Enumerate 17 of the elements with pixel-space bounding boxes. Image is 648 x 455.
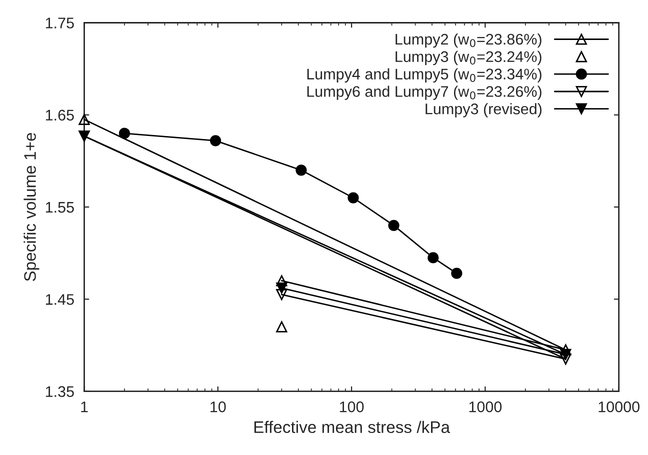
legend-label: Lumpy3 (w$_{0}$=23.24%) xyxy=(396,50,542,66)
legend-label: Lumpy3 (revised) xyxy=(426,103,542,118)
y-tick-label: 1.55 xyxy=(46,202,74,213)
x-tick-label: 10 xyxy=(210,401,226,412)
x-tick-label: 10000 xyxy=(598,401,640,412)
y-tick-label: 1.35 xyxy=(46,386,74,397)
y-tick-label: 1.65 xyxy=(46,110,74,121)
legend-label: Lumpy6 and Lumpy7 (w$_{0}$=23.26%) xyxy=(307,86,542,100)
y-tick-label: 1.45 xyxy=(46,294,74,305)
y-axis-title: Specific volume 1+e xyxy=(24,132,40,282)
y-tick-label: 1.75 xyxy=(46,18,74,28)
x-tick-label: 1 xyxy=(81,402,88,412)
x-tick-label: 1000 xyxy=(469,401,502,412)
x-axis-title: Effective mean stress /kPa xyxy=(254,420,450,434)
x-tick-label: 100 xyxy=(340,401,364,412)
legend-label: Lumpy4 and Lumpy5 (w$_{0}$=23.34%) xyxy=(307,68,542,83)
legend-label: Lumpy2 (w$_{0}$=23.86%) xyxy=(396,33,542,48)
